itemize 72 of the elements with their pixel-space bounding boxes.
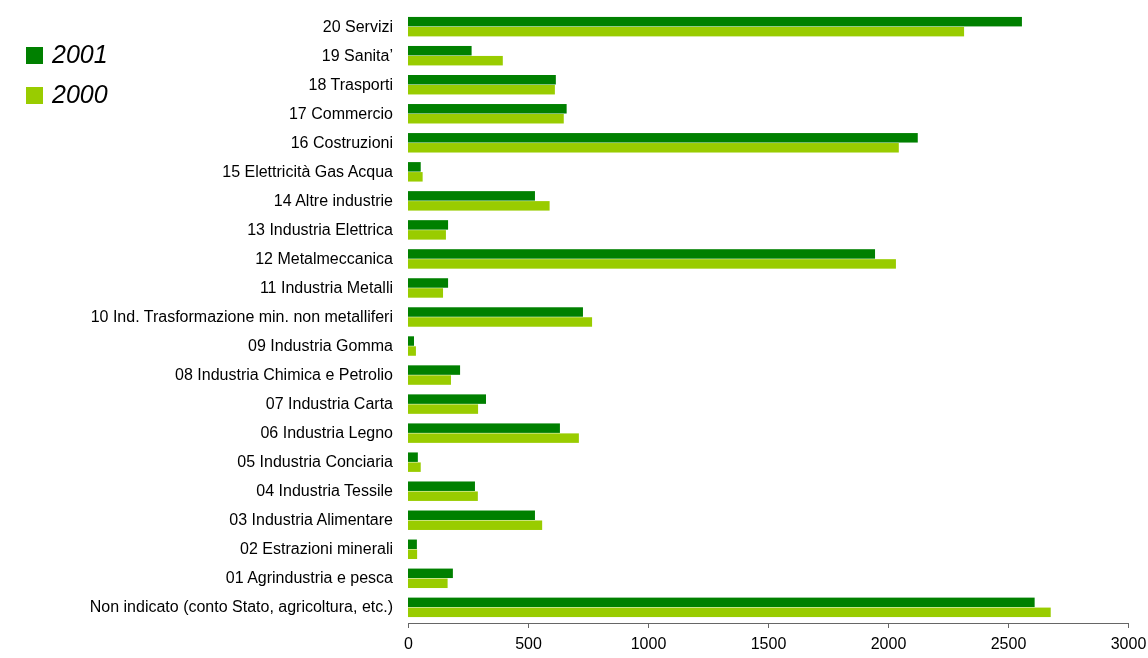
bar [408,607,1051,618]
y-tick-label: 12 Metalmeccanica [255,250,394,268]
y-tick-label: 03 Industria Alimentare [229,511,394,529]
bar [408,249,876,259]
bar [408,346,416,356]
y-tick-label: 19 Sanita’ [321,46,393,64]
y-tick-label: 13 Industria Elettrica [247,221,394,239]
x-tick-label: 3000 [1110,634,1147,652]
bar [408,568,453,579]
bar [408,143,899,153]
x-tick-label: 2500 [990,634,1027,652]
bar [408,549,418,559]
x-tick-label: 500 [515,634,542,652]
bar [408,307,583,317]
y-tick-label: 20 Servizi [322,17,393,35]
y-tick-label: 04 Industria Tessile [256,482,394,500]
bar [408,520,543,530]
bar [408,423,560,433]
bar [408,481,475,491]
bar [408,404,479,414]
bar [408,394,486,404]
bar [408,317,593,327]
bar [408,230,446,240]
y-tick-label: 18 Trasporti [308,75,393,93]
bar [408,578,448,589]
bar [408,114,564,124]
bar [408,162,421,172]
y-tick-label: 09 Industria Gomma [248,337,394,355]
x-tick-label: 1500 [750,634,787,652]
y-tick-label: 14 Altre industrie [273,191,394,209]
bar [408,259,896,269]
y-tick-label: 11 Industria Metalli [259,279,393,297]
bar [408,491,478,501]
bar [408,365,461,375]
y-tick-label: 15 Elettricità Gas Acqua [222,162,394,180]
bar [408,45,472,56]
y-tick-label: 01 Agrindustria e pesca [225,569,394,587]
bar [408,288,444,298]
bar [408,278,449,288]
x-tick-label: 1000 [630,634,667,652]
y-tick-label: 08 Industria Chimica e Petrolio [175,366,394,384]
y-tick-label: 02 Estrazioni minerali [240,540,393,558]
y-tick-label: 17 Commercio [288,104,394,122]
x-tick-label: 0 [404,634,414,652]
bar [408,336,414,346]
legend-label: 2001 [51,40,108,68]
y-tick-label: 06 Industria Legno [260,424,394,442]
bar [408,510,535,520]
bar [408,539,417,550]
bar [408,75,556,85]
y-tick-label: 07 Industria Carta [265,395,394,413]
bar [408,84,555,95]
bar [408,452,418,462]
legend-label: 2000 [51,80,108,108]
bar [408,104,567,114]
bar [408,55,503,66]
bar [408,462,421,472]
y-tick-label: 16 Costruzioni [290,133,393,151]
bar [408,597,1035,608]
x-tick-label: 2000 [870,634,907,652]
bar [408,201,550,211]
bar [408,172,423,182]
bar [408,16,1022,27]
bar [408,26,965,37]
bar [408,433,579,443]
y-tick-label: Non indicato (conto Stato, agricoltura, etc.) [89,598,393,616]
bar [408,191,535,201]
y-tick-label: 10 Ind. Trasformazione min. non metalliferi [90,308,393,326]
bar [408,220,449,230]
bar [408,375,451,385]
bar [408,133,918,143]
y-tick-label: 05 Industria Conciaria [237,453,394,471]
